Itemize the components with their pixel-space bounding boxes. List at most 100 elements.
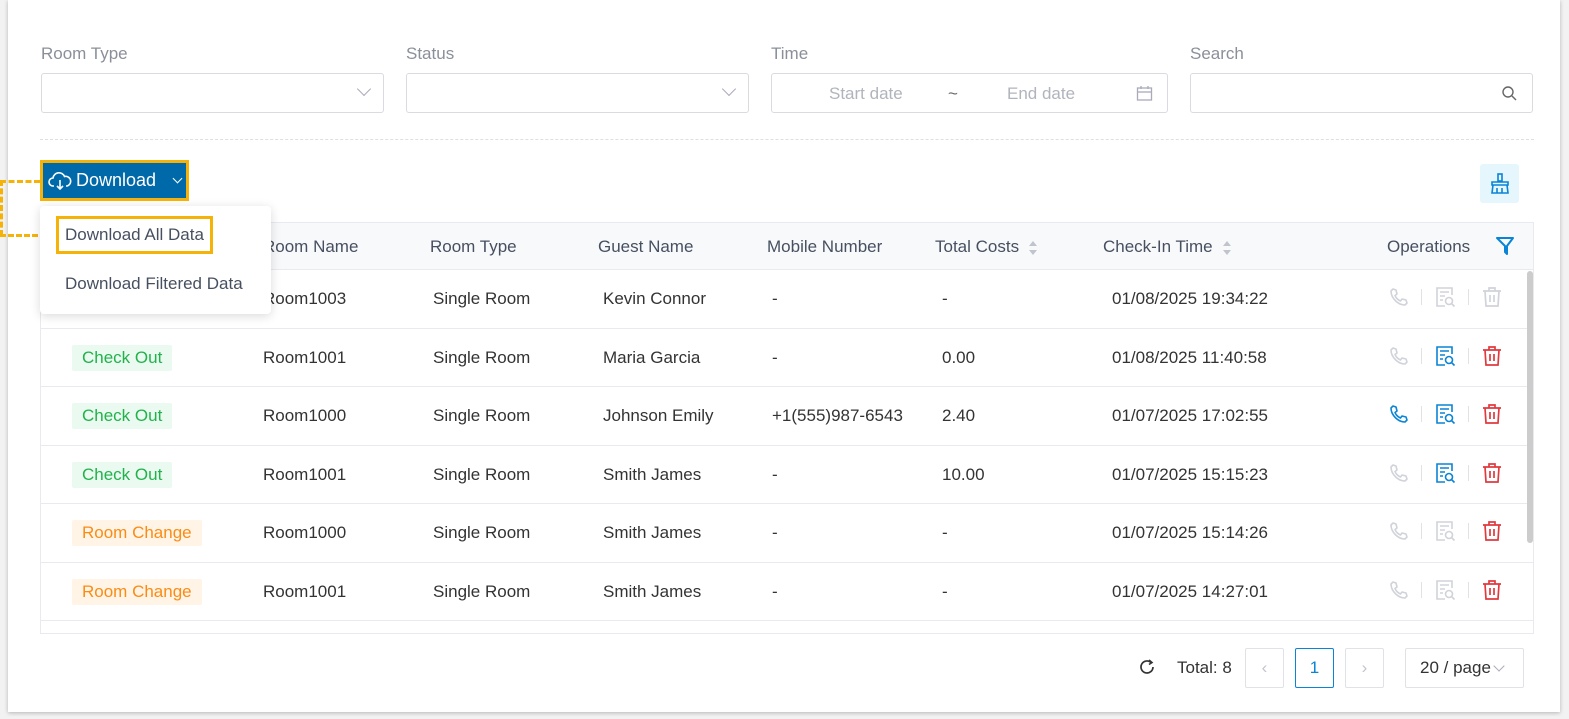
chevron-right-icon: ›	[1361, 658, 1368, 677]
total-costs-cell: 10.00	[942, 464, 985, 484]
view-details-icon[interactable]	[1434, 345, 1456, 367]
table-row: Check Out Room1000 Single Room Johnson Emil…	[41, 387, 1533, 446]
table-row: Room Change Room1001 Single Room Smith Jame…	[41, 563, 1533, 621]
download-menu: Download All Data Download Filtered Data	[40, 206, 271, 314]
table-header: Room Name Room Type Guest Name Mobile Nu…	[41, 223, 1533, 270]
delete-icon[interactable]	[1481, 286, 1503, 308]
status-badge: Check Out	[72, 461, 173, 488]
delete-icon[interactable]	[1481, 579, 1503, 601]
separator	[1421, 347, 1422, 364]
col-checkin-label: Check-In Time	[1103, 237, 1213, 256]
total-count: Total: 8	[1177, 658, 1232, 677]
status-badge: Room Change	[72, 520, 202, 546]
start-date-input[interactable]: Start date	[829, 84, 903, 103]
call-icon[interactable]	[1389, 580, 1409, 600]
mobile-cell: -	[772, 523, 778, 542]
total-costs-cell: 2.40	[942, 406, 976, 425]
room-type-cell: Single Room	[433, 289, 531, 308]
col-mobile: Mobile Number	[767, 237, 883, 256]
separator	[1468, 289, 1469, 305]
separator	[1421, 464, 1422, 481]
call-icon[interactable]	[1389, 463, 1409, 483]
call-icon[interactable]	[1389, 287, 1409, 307]
sort-icon[interactable]	[1222, 240, 1231, 255]
delete-icon[interactable]	[1481, 345, 1503, 367]
separator	[1468, 581, 1469, 598]
col-total-costs[interactable]: Total Costs	[935, 237, 1038, 257]
room-type-cell: Single Room	[433, 347, 531, 367]
cloud-download-icon	[48, 171, 72, 190]
mobile-cell: +1(555)987-6543	[772, 406, 903, 425]
page-1-button[interactable]: 1	[1295, 648, 1334, 688]
range-separator: ~	[948, 84, 958, 103]
view-details-icon[interactable]	[1434, 286, 1456, 308]
clear-filters-button[interactable]	[1480, 164, 1519, 203]
col-total-costs-label: Total Costs	[935, 237, 1020, 256]
room-type-select[interactable]	[41, 73, 384, 113]
mobile-cell: -	[772, 289, 778, 308]
end-date-input[interactable]: End date	[1007, 84, 1076, 103]
refresh-icon[interactable]	[1138, 658, 1156, 676]
mobile-cell: -	[772, 464, 778, 484]
checkin-time-cell: 01/08/2025 19:34:22	[1112, 289, 1268, 308]
page-card	[8, 0, 1560, 712]
separator	[1468, 406, 1469, 422]
guest-name-cell: Kevin Connor	[603, 289, 707, 308]
room-type-cell: Single Room	[433, 523, 531, 542]
download-label: Download	[76, 170, 157, 190]
operations-cell	[1389, 345, 1503, 367]
room-name-cell: Room1000	[263, 406, 347, 425]
col-checkin[interactable]: Check-In Time	[1103, 237, 1231, 257]
guest-name-cell: Smith James	[603, 523, 702, 542]
room-type-cell: Single Room	[433, 581, 531, 601]
guest-name-cell: Smith James	[603, 464, 702, 484]
next-page-button[interactable]: ›	[1345, 648, 1384, 688]
view-details-icon[interactable]	[1434, 403, 1456, 425]
call-icon[interactable]	[1389, 521, 1409, 541]
delete-icon[interactable]	[1481, 520, 1503, 542]
room-type-cell: Single Room	[433, 464, 531, 484]
filter-icon[interactable]	[1496, 236, 1514, 256]
time-range-picker[interactable]: Start date ~ End date	[771, 73, 1168, 113]
mobile-cell: -	[772, 581, 778, 601]
delete-icon[interactable]	[1481, 403, 1503, 425]
col-room-name: Room Name	[263, 237, 359, 256]
status-select[interactable]	[406, 73, 749, 113]
page-size-select[interactable]: 20 / page	[1405, 648, 1524, 688]
separator	[1421, 523, 1422, 539]
chevron-left-icon: ‹	[1261, 658, 1268, 677]
room-name-cell: Room1001	[263, 347, 347, 367]
room-type-cell: Single Room	[433, 406, 531, 425]
search-input[interactable]	[1190, 73, 1533, 113]
callout-line	[0, 180, 40, 183]
calendar-icon	[1136, 86, 1153, 101]
prev-page-button[interactable]: ‹	[1245, 648, 1284, 688]
callout-line	[0, 234, 46, 237]
call-icon[interactable]	[1389, 346, 1409, 366]
room-name-cell: Room1001	[263, 464, 347, 484]
total-costs-cell: -	[942, 289, 948, 308]
table-row: Check Out Room1001 Single Room Maria Garcia…	[41, 329, 1533, 387]
status-label: Status	[406, 44, 455, 63]
room-name-cell: Room1000	[263, 523, 347, 542]
menu-item-download-all[interactable]: Download All Data	[56, 216, 213, 254]
view-details-icon[interactable]	[1434, 462, 1456, 484]
sort-icon[interactable]	[1029, 240, 1038, 255]
call-icon[interactable]	[1389, 404, 1409, 424]
total-costs-cell: -	[942, 581, 948, 601]
page-size-value: 20 / page	[1420, 658, 1491, 677]
mobile-cell: -	[772, 347, 778, 367]
view-details-icon[interactable]	[1434, 579, 1456, 601]
records-table: Room Name Room Type Guest Name Mobile Nu…	[40, 222, 1534, 634]
table-row: Room Change Room1000 Single Room Smith Jame…	[41, 504, 1533, 563]
download-button[interactable]: Download	[40, 160, 189, 201]
col-guest-name: Guest Name	[598, 237, 694, 256]
col-room-type: Room Type	[430, 237, 517, 256]
chevron-down-icon	[172, 173, 183, 184]
col-operations: Operations	[1387, 237, 1471, 256]
delete-icon[interactable]	[1481, 462, 1503, 484]
scrollbar[interactable]	[1527, 271, 1533, 543]
status-badge: Check Out	[72, 403, 173, 429]
menu-item-download-filtered[interactable]: Download Filtered Data	[65, 274, 243, 293]
view-details-icon[interactable]	[1434, 520, 1456, 542]
